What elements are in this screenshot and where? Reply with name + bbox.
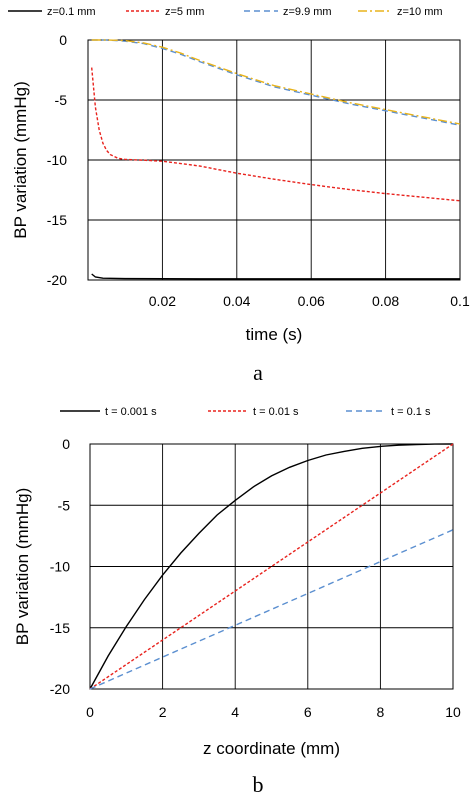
x-tick-label: 0: [86, 704, 94, 720]
x-tick-label: 4: [231, 704, 239, 720]
chart-panel-b: 0 2 4 6 8 10 0 -5 -10 -15 -20 z coordinate (mm) BP v…: [13, 406, 461, 797]
plot-area: [87, 39, 461, 281]
x-tick-label: 0.02: [149, 293, 176, 309]
y-tick-label: -5: [58, 497, 71, 513]
y-tick-label: -15: [50, 620, 70, 636]
y-axis-label: BP variation (mmHg): [13, 488, 32, 645]
y-tick-label: -20: [50, 681, 70, 697]
series-line-3: [89, 529, 454, 690]
legend-label: z=5 mm: [165, 6, 204, 18]
legend-label: z=10 mm: [397, 6, 443, 18]
series-line-2: [91, 67, 461, 202]
y-tick-label: -20: [47, 272, 67, 288]
series-line-2: [89, 443, 454, 690]
series-line-1: [91, 273, 460, 280]
x-tick-label: 10: [445, 704, 461, 720]
legend-label: t = 0.1 s: [391, 406, 431, 418]
x-tick-label: 0.08: [372, 293, 399, 309]
legend-label: z=9.9 mm: [283, 6, 332, 18]
x-axis-label: time (s): [246, 325, 303, 344]
series-line-4: [91, 39, 461, 125]
y-tick-label: 0: [59, 32, 67, 48]
x-tick-label: 6: [304, 704, 312, 720]
y-tick-label: 0: [62, 436, 70, 452]
x-axis-label: z coordinate (mm): [203, 739, 340, 758]
x-tick-label: 8: [377, 704, 385, 720]
panel-label: b: [253, 772, 264, 797]
y-axis-label: BP variation (mmHg): [11, 81, 30, 238]
legend-label: t = 0.001 s: [105, 406, 157, 418]
x-tick-label: 0.06: [298, 293, 325, 309]
x-tick-label: 0.1: [450, 293, 470, 309]
legend-label: t = 0.01 s: [253, 406, 299, 418]
plot-area: [89, 443, 454, 690]
series-line-3: [91, 39, 461, 126]
series-line-1: [89, 443, 454, 690]
y-tick-label: -10: [47, 152, 67, 168]
panel-label: a: [253, 360, 263, 385]
x-tick-label: 2: [159, 704, 167, 720]
legend-label: z=0.1 mm: [47, 6, 96, 18]
y-tick-label: -10: [50, 559, 70, 575]
y-tick-label: -5: [55, 92, 68, 108]
x-tick-label: 0.04: [223, 293, 250, 309]
chart-panel-a: 0.02 0.04 0.06 0.08 0.1 0 -5 -10 -15 -20 time (s) B…: [8, 6, 470, 385]
y-tick-label: -15: [47, 212, 67, 228]
